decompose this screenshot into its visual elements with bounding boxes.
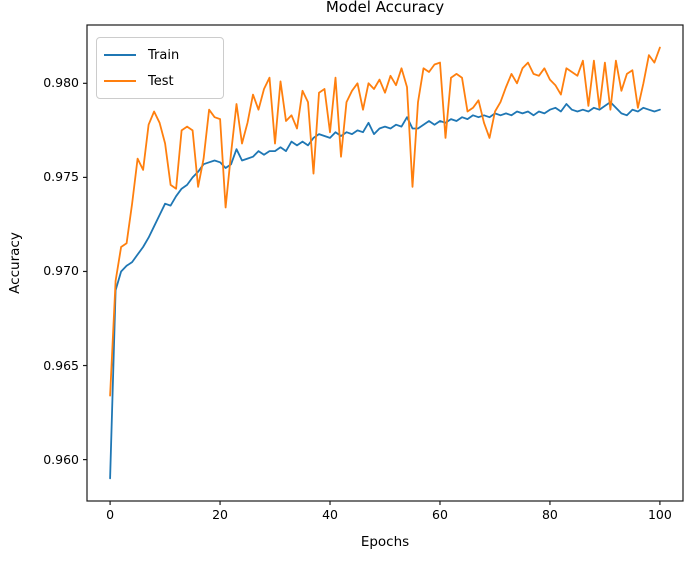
legend-entry-train: Train [104,45,213,65]
legend-entry-test: Test [104,71,213,91]
axes-spines [86,24,684,502]
x-tick-label: 0 [106,507,115,522]
test-series-line [109,46,661,397]
y-tick-label: 0.965 [43,357,79,373]
train-series-line [109,101,661,480]
y-axis-label: Accuracy [7,232,23,294]
legend: Train Test [96,37,224,99]
x-tick-label: 60 [432,507,448,522]
x-tick-label: 80 [541,507,558,522]
y-tick-label: 0.980 [43,75,79,91]
train-line-swatch [104,54,136,56]
x-tick-label: 40 [322,507,338,522]
y-tick-label: 0.960 [43,451,79,467]
chart-title: Model Accuracy [325,0,445,16]
x-axis-label: Epochs [360,534,410,550]
y-tick-label: 0.970 [43,263,79,279]
y-tick-label: 0.975 [43,169,79,185]
test-line-swatch [104,80,136,82]
x-tick-label: 100 [647,507,672,522]
x-tick-label: 20 [212,507,228,522]
legend-label-test: Test [148,73,174,89]
legend-label-train: Train [148,47,180,63]
